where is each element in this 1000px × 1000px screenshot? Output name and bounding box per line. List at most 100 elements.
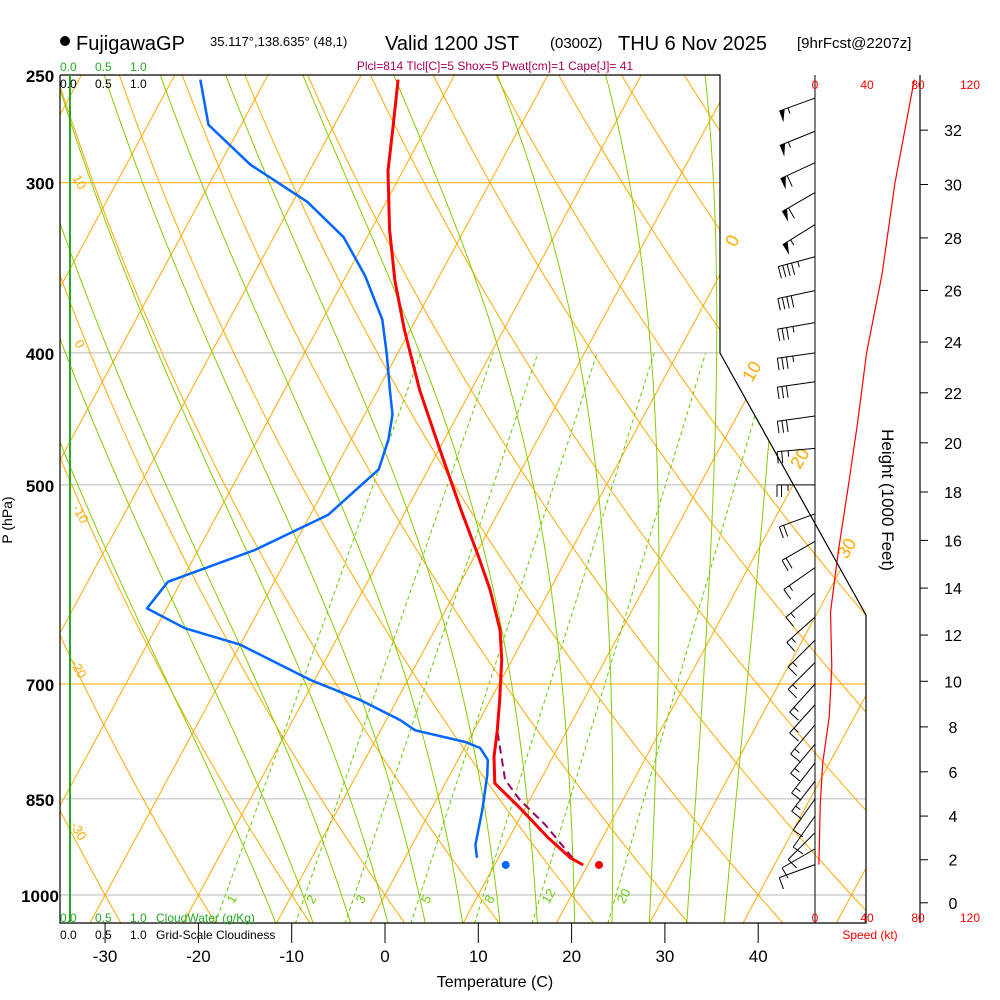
parcel-line (496, 730, 584, 866)
temperature-line (386, 79, 584, 867)
barb-flag (781, 357, 785, 370)
barb-flag (781, 297, 786, 310)
height-axis-title: Height (1000 Feet) (878, 429, 897, 571)
barb-flag (777, 298, 781, 311)
x-axis-title: Temperature (C) (437, 974, 553, 991)
mixing-ratio-line (607, 352, 774, 923)
barb-staff (787, 662, 816, 690)
dry-adiabat-line (358, 75, 866, 923)
dewpoint-line (145, 79, 490, 858)
dry-adiabat-line (296, 75, 866, 923)
barb-flag (787, 666, 797, 676)
height-tick-label: 2 (949, 853, 958, 870)
barb-pennant (780, 176, 786, 190)
cloudiness-tick-bottom: 1.0 (130, 928, 147, 942)
barb-staff (779, 97, 816, 112)
mixing-ratio-line (473, 352, 655, 923)
barb-staff (779, 864, 816, 879)
temperature-tick-label: 40 (749, 947, 768, 966)
barb-half-flag (792, 684, 798, 690)
barb-flag (792, 846, 804, 855)
barb-flag (776, 421, 780, 434)
temperature-tick-label: 10 (469, 947, 488, 966)
dry-adiabat-line (0, 51, 27, 924)
barb-flag (781, 386, 785, 399)
barb-half-flag (793, 727, 799, 733)
moist-adiabat-line (598, 75, 660, 923)
barb-staff (791, 762, 816, 794)
barb-flag (778, 526, 784, 539)
surface-temperature-point (595, 860, 604, 869)
barb-flag (781, 560, 789, 571)
barb-flag (782, 265, 787, 278)
dry-adiabat-line (60, 75, 501, 923)
cloudiness-tick-top: 1.0 (130, 77, 147, 91)
adiabat-label: 0 (71, 337, 88, 351)
barb-half-flag (792, 326, 795, 333)
wind-barb (776, 352, 816, 371)
mixing-ratio-line (531, 352, 707, 923)
speed-tick-bottom: 80 (911, 911, 925, 925)
wind-barb (778, 864, 816, 890)
wind-barb (783, 567, 816, 600)
overlay-elements: 1 2 3 5 8 12 200102030100-10-20-30250300400500… (21, 67, 962, 966)
barb-flag (785, 616, 794, 627)
barb-flag (787, 859, 797, 869)
mixing-ratio-label: 5 (418, 892, 435, 906)
surface-dewpoint-point (501, 860, 510, 869)
wind-barb (777, 290, 816, 311)
moist-adiabat-line (60, 75, 314, 923)
height-tick-label: 18 (944, 485, 962, 502)
wind-speed-line (818, 79, 915, 865)
barb-flag (787, 688, 797, 699)
barb-flag (785, 557, 793, 569)
sounding-series (145, 79, 584, 867)
barb-flag (785, 419, 789, 432)
barb-staff (781, 192, 816, 212)
barb-half-flag (792, 662, 798, 668)
height-tick-label: 10 (944, 674, 962, 691)
barb-staff (789, 683, 816, 713)
barb-staff (781, 540, 816, 561)
barb-staff (778, 256, 816, 268)
wind-barb (790, 724, 816, 763)
barb-flag (781, 451, 784, 464)
barb-pennant (779, 143, 786, 157)
dry-adiabat-line (172, 75, 690, 923)
height-tick-label: 30 (944, 177, 962, 194)
isotherm-line (0, 51, 1, 924)
barb-staff (783, 567, 816, 590)
temperature-tick-label: 20 (562, 947, 581, 966)
mixing-ratio-line (344, 352, 539, 923)
barb-flag (790, 295, 795, 308)
wind-barb (778, 513, 816, 539)
barb-pennant (779, 109, 785, 123)
barb-half-flag (795, 805, 801, 811)
isotherm-label: 0 (721, 231, 743, 250)
moist-adiabat-line (215, 75, 501, 923)
wind-barb (792, 815, 816, 855)
mixing-ratio-line (294, 352, 494, 923)
barb-half-flag (794, 748, 800, 754)
dry-adiabat-line (482, 75, 866, 923)
speed-tick-bottom: 40 (860, 911, 874, 925)
barb-flag (791, 810, 802, 819)
cloudwater-tick-top: 0.5 (95, 60, 112, 74)
barb-flag (785, 385, 789, 398)
barb-staff (777, 290, 816, 299)
wind-barb (790, 743, 816, 782)
temperature-tick-label: -20 (186, 947, 211, 966)
barb-staff (792, 798, 816, 831)
barb-flag (786, 264, 791, 276)
moist-adiabat-line (292, 75, 538, 923)
wind-barb (786, 616, 816, 652)
mixing-ratio-label: 20 (614, 886, 634, 906)
isotherm-line (555, 75, 866, 923)
parcel-params: Plcl=814 Tlcl[C]=5 Shox=5 Pwat[cm]=1 Cap… (357, 59, 634, 73)
cloudwater-tick-bottom: 0.0 (60, 911, 77, 925)
barb-staff (792, 815, 816, 848)
pressure-tick-label: 700 (26, 676, 54, 695)
barb-flag (791, 792, 802, 801)
wind-barb (787, 662, 816, 699)
height-tick-label: 16 (944, 533, 962, 550)
